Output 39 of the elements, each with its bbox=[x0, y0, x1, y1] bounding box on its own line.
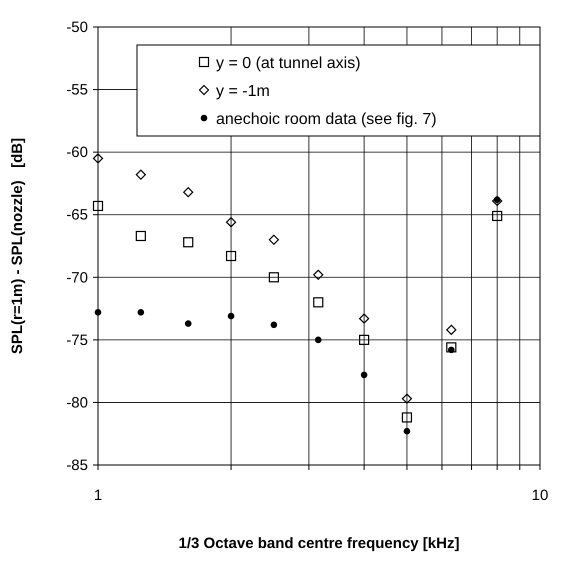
y-tick-label: -85 bbox=[66, 457, 88, 474]
legend-label: y = 0 (at tunnel axis) bbox=[216, 55, 361, 72]
x-axis-title: 1/3 Octave band centre frequency [kHz] bbox=[178, 535, 460, 552]
y-axis-title: SPL(r=1m) - SPL(nozzle) [dB] bbox=[9, 138, 26, 354]
y-tick-label: -50 bbox=[66, 19, 88, 36]
point bbox=[268, 234, 279, 245]
point bbox=[492, 210, 502, 222]
point bbox=[359, 313, 370, 324]
point bbox=[226, 250, 236, 262]
point bbox=[270, 322, 278, 328]
y-tick-label: -55 bbox=[66, 82, 88, 99]
point bbox=[226, 217, 236, 228]
point bbox=[94, 309, 102, 316]
y-tick-label: -65 bbox=[66, 206, 88, 224]
point bbox=[228, 312, 234, 320]
point bbox=[92, 153, 104, 164]
y-tick-label: -70 bbox=[66, 269, 88, 286]
point bbox=[359, 334, 370, 345]
point bbox=[402, 394, 412, 404]
y-tick-label: -80 bbox=[66, 394, 88, 412]
point bbox=[404, 428, 410, 435]
point bbox=[446, 342, 456, 352]
point bbox=[360, 372, 368, 378]
x-tick-label: 10 bbox=[532, 487, 548, 504]
point bbox=[314, 336, 322, 344]
legend-label: anechoic room data (see fig. 7) bbox=[216, 111, 437, 128]
point bbox=[402, 412, 412, 423]
point bbox=[446, 324, 456, 335]
point bbox=[138, 309, 144, 316]
x-tick-label: 1 bbox=[94, 487, 102, 504]
point bbox=[268, 272, 279, 282]
y-tick-label: -60 bbox=[66, 144, 88, 162]
point bbox=[313, 297, 324, 308]
point bbox=[92, 200, 104, 212]
point bbox=[136, 230, 146, 242]
point bbox=[136, 170, 146, 180]
y-tick-label: -75 bbox=[66, 332, 88, 349]
point bbox=[313, 270, 324, 280]
legend-label: y = -1m bbox=[216, 83, 270, 100]
